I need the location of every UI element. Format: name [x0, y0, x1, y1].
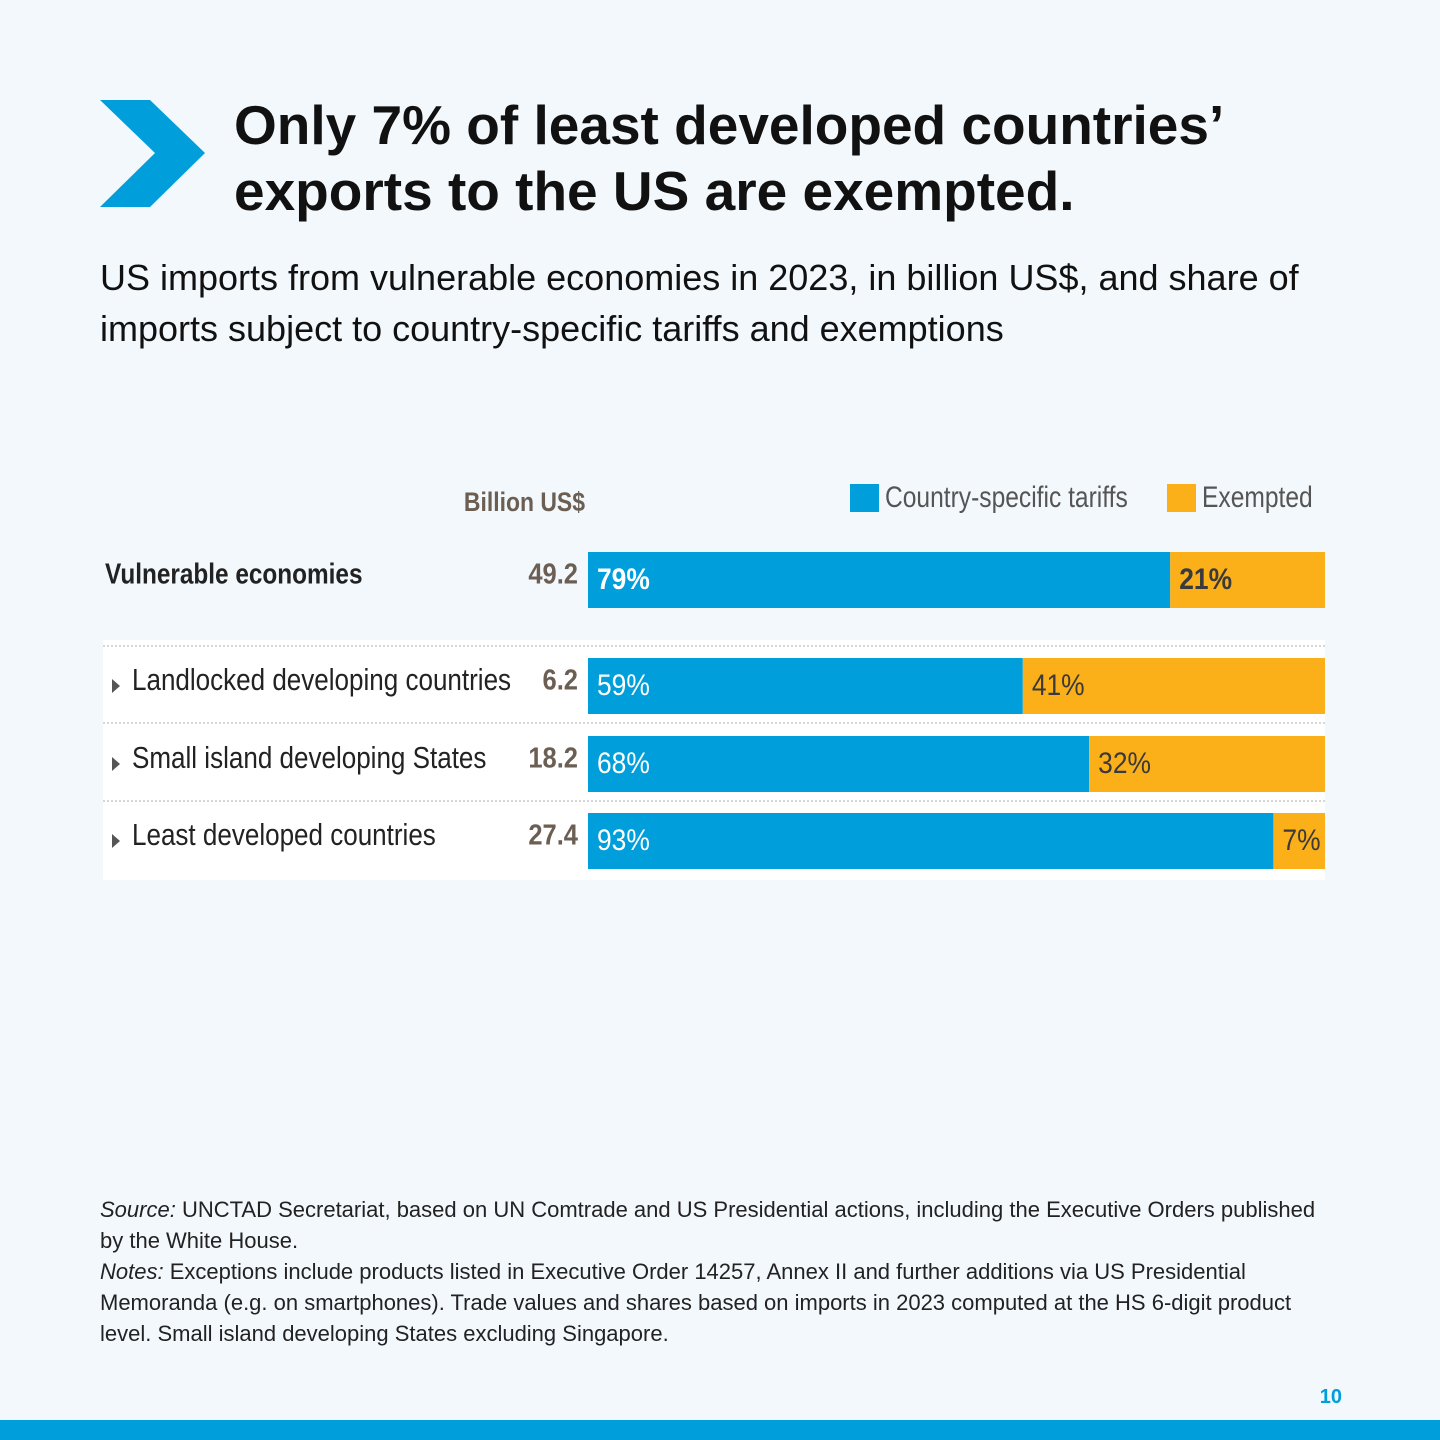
bar-segment — [588, 552, 1171, 608]
bar-segment — [588, 658, 1023, 714]
category-label: Landlocked developing countries — [132, 663, 511, 698]
source: UNCTAD Secretariat, based on UN Comtrade… — [100, 1197, 1316, 1253]
page-number: 10 — [1319, 1386, 1342, 1408]
notes-label: Notes: — [100, 1259, 164, 1284]
bar-segment — [588, 813, 1274, 869]
bar-segment — [1273, 813, 1325, 869]
total-label: 18.2 — [528, 741, 578, 774]
row-marker — [112, 679, 120, 693]
footnotes: Source: UNCTAD Secretariat, based on UN … — [100, 1194, 1330, 1349]
source-label: Source: — [100, 1197, 176, 1222]
legend-swatch — [850, 484, 879, 512]
value-label: 41% — [1032, 667, 1085, 701]
value-label: 32% — [1098, 745, 1151, 779]
bar-segment — [1089, 736, 1325, 792]
category-label: Least developed countries — [132, 818, 436, 853]
bar-segment — [588, 736, 1090, 792]
value-label: 21% — [1179, 561, 1232, 595]
legend-label: Country-specific tariffs — [885, 480, 1128, 514]
totals-header: Billion US$ — [464, 487, 585, 517]
value-label: 68% — [597, 745, 650, 779]
legend-label: Exempted — [1202, 480, 1313, 514]
total-label: 49.2 — [528, 557, 578, 590]
bar-segment — [1022, 658, 1325, 714]
category-label: Vulnerable economies — [105, 558, 363, 590]
category-label: Small island developing States — [132, 741, 486, 776]
legend-swatch — [1167, 484, 1196, 512]
value-label: 79% — [597, 561, 650, 595]
bottom-band — [0, 1420, 1440, 1440]
total-label: 6.2 — [543, 663, 578, 696]
value-label: 59% — [597, 667, 650, 701]
chart-subtitle: US imports from vulnerable economies in … — [100, 257, 1299, 349]
value-label: 93% — [597, 822, 650, 856]
total-label: 27.4 — [528, 818, 578, 851]
row-marker — [112, 757, 120, 771]
chart-title: Only 7% of least developed countries’ ex… — [234, 94, 1222, 222]
chevron-icon — [100, 100, 205, 207]
row-marker — [112, 834, 120, 848]
bar-segment — [1170, 552, 1325, 608]
value-label: 7% — [1282, 822, 1320, 856]
notes: Exceptions include products listed in Ex… — [100, 1259, 1292, 1346]
